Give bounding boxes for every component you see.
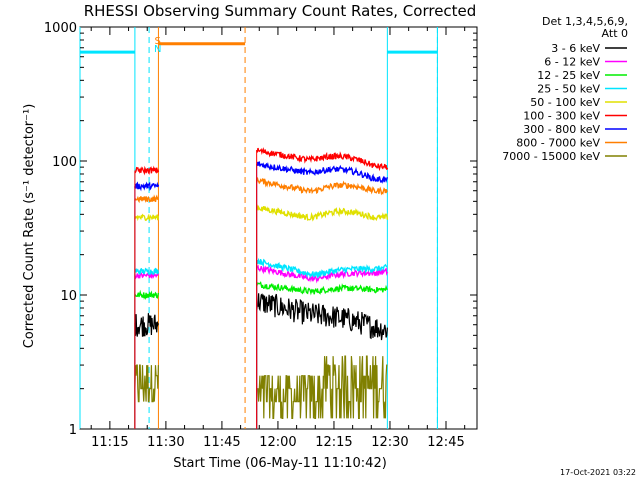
chart-title: RHESSI Observing Summary Count Rates, Co… bbox=[84, 2, 477, 20]
y-tick-label: 10 bbox=[60, 289, 77, 304]
legend-label: 300 - 800 keV bbox=[523, 123, 600, 136]
y-axis: 1 10 100 1000 bbox=[44, 21, 477, 438]
legend-label: 50 - 100 keV bbox=[530, 96, 600, 109]
x-tick-label: 12:00 bbox=[259, 435, 296, 450]
x-axis-label: Start Time (06-May-11 11:10:42) bbox=[173, 456, 387, 471]
series-1-segment-1 bbox=[134, 271, 160, 280]
series-3-segment-1 bbox=[134, 267, 160, 275]
series-6-segment-1 bbox=[134, 181, 160, 192]
legend-label: 12 - 25 keV bbox=[537, 69, 600, 82]
flag-letter-s: S bbox=[155, 36, 161, 47]
y-tick-label: 1000 bbox=[44, 21, 77, 36]
series-8-segment-1 bbox=[134, 364, 159, 403]
x-tick-label: 11:45 bbox=[203, 435, 240, 450]
flag-letter-n: N bbox=[154, 44, 161, 55]
legend-label: 100 - 300 keV bbox=[523, 110, 600, 123]
series-3-segment-2 bbox=[256, 257, 388, 279]
legend-header: Att 0 bbox=[602, 27, 628, 40]
legend-header: Det 1,3,4,5,6,9, bbox=[542, 15, 628, 28]
x-axis: 11:15 11:30 11:45 12:00 12:15 12:30 12:45 bbox=[90, 27, 466, 450]
x-tick-label: 11:15 bbox=[91, 435, 128, 450]
series-5-segment-2 bbox=[256, 147, 389, 172]
series-7-segment-2 bbox=[256, 177, 389, 196]
series-5-segment-1 bbox=[134, 165, 160, 176]
legend-label: 25 - 50 keV bbox=[537, 83, 600, 96]
legend-label: 7000 - 15000 keV bbox=[502, 150, 600, 163]
series-8-segment-2 bbox=[256, 355, 388, 419]
y-axis-label: Corrected Count Rate (s⁻¹ detector⁻¹) bbox=[22, 104, 37, 349]
series-2-segment-1 bbox=[134, 289, 160, 301]
y-tick-label: 100 bbox=[52, 155, 77, 170]
x-tick-label: 12:45 bbox=[427, 435, 464, 450]
x-tick-label: 12:15 bbox=[315, 435, 352, 450]
series-4-segment-1 bbox=[134, 213, 160, 222]
legend-label: 6 - 12 keV bbox=[544, 56, 600, 69]
plot-area: SN bbox=[79, 26, 478, 430]
legend-label: 3 - 6 keV bbox=[551, 42, 600, 55]
x-tick-label: 11:30 bbox=[147, 435, 184, 450]
series-0-segment-2 bbox=[256, 293, 388, 341]
series-4-segment-2 bbox=[256, 204, 389, 222]
series-6-segment-2 bbox=[256, 161, 389, 184]
y-tick-label: 1 bbox=[69, 423, 77, 438]
series-2-segment-2 bbox=[256, 281, 388, 296]
series-7-segment-1 bbox=[134, 194, 160, 204]
x-tick-label: 12:30 bbox=[371, 435, 408, 450]
footer-date: 17-Oct-2021 03:22 bbox=[560, 468, 636, 477]
series-0-segment-1 bbox=[134, 313, 159, 337]
legend-label: 800 - 7000 keV bbox=[516, 137, 600, 150]
